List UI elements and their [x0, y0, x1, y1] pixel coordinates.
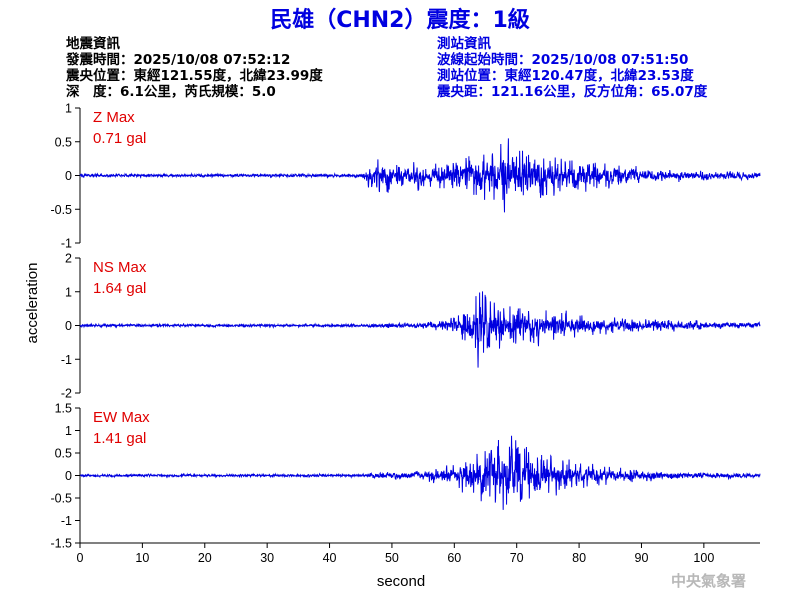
- y-tick-label: 0: [65, 169, 72, 183]
- origin-time: 發震時間：2025/10/08 07:52:12: [65, 51, 290, 68]
- x-tick-label: 0: [77, 551, 84, 565]
- x-tick-label: 90: [635, 551, 649, 565]
- y-tick-label: -0.5: [50, 203, 72, 217]
- distance-azimuth: 震央距：121.16公里，反方位角：65.07度: [436, 83, 708, 100]
- y-axis-label: acceleration: [24, 263, 41, 344]
- max-value-z: 0.71 gal: [93, 130, 146, 147]
- waveform-ew: [79, 435, 761, 510]
- max-title-z: Z Max: [93, 109, 135, 126]
- y-tick-label: 2: [65, 252, 72, 266]
- y-tick-label: 1: [65, 424, 72, 438]
- y-tick-label: -1: [61, 353, 72, 367]
- x-axis-label: second: [377, 573, 425, 590]
- wave-start-time: 波線起始時間：2025/10/08 07:51:50: [437, 51, 688, 68]
- x-tick-label: 60: [447, 551, 461, 565]
- quake-info-heading: 地震資訊: [66, 35, 120, 52]
- y-tick-label: 0.5: [55, 135, 72, 149]
- y-tick-label: 0: [65, 319, 72, 333]
- quake-info: 地震資訊 發震時間：2025/10/08 07:52:12 震央位置：東經121…: [65, 35, 323, 100]
- y-tick-label: 1.5: [55, 402, 72, 416]
- max-value-ns: 1.64 gal: [93, 280, 146, 297]
- depth-magnitude: 深 度：6.1公里，芮氏規模：5.0: [66, 83, 276, 100]
- waveform-z: [79, 138, 761, 213]
- y-tick-label: -0.5: [50, 492, 72, 506]
- y-tick-label: 0: [65, 469, 72, 483]
- x-tick-label: 50: [385, 551, 399, 565]
- waveform-ns: [79, 291, 761, 368]
- y-tick-label: 0.5: [55, 447, 72, 461]
- epicenter-location: 震央位置：東經121.55度，北緯23.99度: [65, 67, 323, 84]
- y-tick-label: 1: [65, 285, 72, 299]
- y-tick-label: -1: [61, 514, 72, 528]
- station-info-heading: 測站資訊: [437, 35, 491, 52]
- y-tick-label: -2: [61, 387, 72, 401]
- station-location: 測站位置：東經120.47度，北緯23.53度: [437, 67, 694, 84]
- y-tick-label: -1.5: [50, 537, 72, 551]
- x-tick-label: 40: [323, 551, 337, 565]
- max-title-ns: NS Max: [93, 259, 147, 276]
- x-tick-label: 70: [510, 551, 524, 565]
- max-value-ew: 1.41 gal: [93, 430, 146, 447]
- x-tick-label: 100: [693, 551, 714, 565]
- x-tick-label: 80: [572, 551, 586, 565]
- x-tick-label: 30: [260, 551, 274, 565]
- plot-area: -1 -0.5 0 0.5 1 Z Max 0.71 gal -2 -1 0 1 2 NS Max 1.6…: [50, 102, 761, 565]
- max-title-ew: EW Max: [93, 409, 150, 426]
- footer-agency: 中央氣象署: [671, 572, 746, 590]
- x-tick-label: 20: [198, 551, 212, 565]
- page-title: 民雄（CHN2）震度：1級: [270, 7, 530, 33]
- y-tick-label: 1: [65, 102, 72, 116]
- x-tick-label: 10: [135, 551, 149, 565]
- y-tick-label: -1: [61, 237, 72, 251]
- station-info: 測站資訊 波線起始時間：2025/10/08 07:51:50 測站位置：東經1…: [436, 35, 708, 100]
